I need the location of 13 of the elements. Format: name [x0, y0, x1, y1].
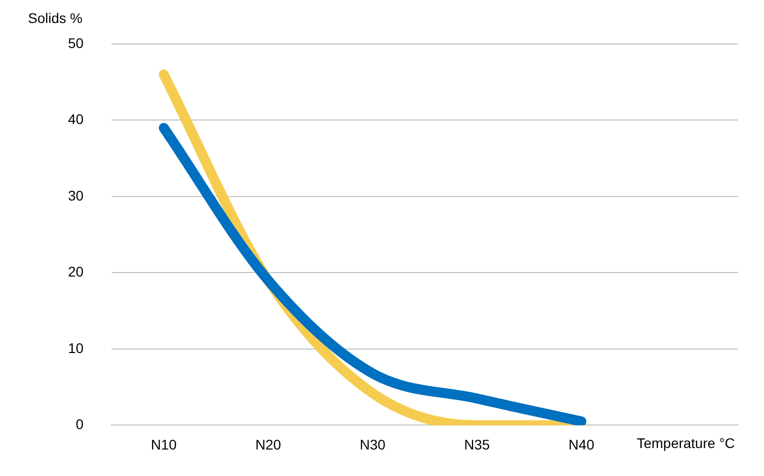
y-tick-label: 30 — [68, 187, 84, 204]
y-tick-label: 50 — [68, 34, 84, 51]
x-tick-label: N10 — [150, 436, 177, 452]
y-tick-label: 0 — [76, 416, 84, 432]
x-tick-label: N20 — [255, 436, 282, 452]
y-tick-label: 40 — [68, 111, 84, 128]
x-axis-title: Temperature °C — [636, 435, 735, 452]
x-tick-label: N40 — [568, 436, 594, 452]
y-tick-label: 20 — [68, 264, 84, 280]
x-tick-label: N35 — [464, 436, 490, 452]
y-tick-label: 10 — [68, 340, 84, 356]
y-axis-title: Solids % — [28, 10, 82, 26]
x-tick-label: N30 — [360, 436, 386, 452]
